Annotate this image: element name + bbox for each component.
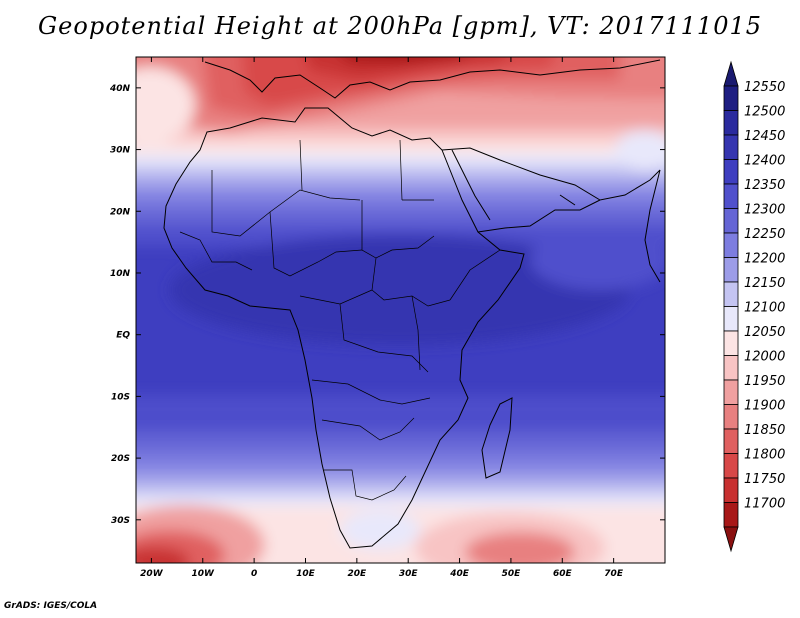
colorbar-swatch xyxy=(723,379,739,405)
y-axis: 40N 30N 20N 10N EQ 10S 20S 30S xyxy=(109,84,665,526)
europe-coastline xyxy=(204,59,661,99)
colorbar-label: 12150 xyxy=(744,276,785,291)
colorbar-swatch xyxy=(723,453,739,479)
colorbar-label: 11800 xyxy=(744,448,785,463)
y-tick-label: 30N xyxy=(110,146,131,156)
africa-coastline xyxy=(163,107,525,549)
colorbar-swatch xyxy=(723,232,739,258)
colorbar-label: 11950 xyxy=(744,374,785,389)
y-tick-label: 20S xyxy=(111,454,130,464)
colorbar-swatch xyxy=(723,85,739,111)
madagascar xyxy=(481,397,513,479)
india-coastline xyxy=(644,169,661,283)
x-tick-label: 50E xyxy=(502,569,522,579)
y-tick-label: 20N xyxy=(110,207,131,217)
colorbar-swatch xyxy=(723,159,739,185)
x-axis: 20W 10W 0 10E 20E 30E 40E 50E 60E 70E xyxy=(140,57,624,579)
height-field xyxy=(136,57,665,563)
colorbar-swatch xyxy=(723,134,739,160)
colorbar-label: 12300 xyxy=(744,203,785,218)
sea-coastline xyxy=(451,149,576,221)
colorbar-swatch xyxy=(723,355,739,381)
y-tick-label: 10S xyxy=(111,392,130,402)
map-title: Geopotential Height at 200hPa [gpm], VT:… xyxy=(38,12,762,40)
x-tick-label: 40E xyxy=(449,569,470,579)
grads-credit: GrADS: IGES/COLA xyxy=(4,601,98,611)
colorbar-label: 12050 xyxy=(744,325,785,340)
colorbar-label: 12000 xyxy=(744,350,785,365)
y-tick-label: 10N xyxy=(110,269,131,279)
colorbar-swatch xyxy=(723,257,739,283)
colorbar-swatch xyxy=(723,306,739,332)
colorbar-label: 12400 xyxy=(744,154,785,169)
colorbar-label: 11900 xyxy=(744,399,785,414)
colorbar-label: 12100 xyxy=(744,301,785,316)
colorbar-swatch xyxy=(723,183,739,209)
colorbar-swatch xyxy=(723,330,739,356)
colorbar-top-arrow xyxy=(723,60,739,87)
x-tick-label: 0 xyxy=(251,569,257,579)
colorbar-label: 11850 xyxy=(744,423,785,438)
x-tick-label: 20E xyxy=(348,569,368,579)
x-tick-label: 10E xyxy=(296,569,316,579)
country-borders xyxy=(179,139,501,501)
plot-frame xyxy=(135,56,666,564)
colorbar-bottom-arrow xyxy=(723,526,739,553)
colorbar-swatch xyxy=(723,281,739,307)
colorbar-swatch xyxy=(723,208,739,234)
colorbar: 12550 12500 12450 12400 12350 12300 12250 12200… xyxy=(723,60,785,553)
colorbar-label: 12550 xyxy=(744,80,785,95)
y-tick-label: 30S xyxy=(111,516,130,526)
x-tick-label: 30E xyxy=(399,569,419,579)
colorbar-swatch xyxy=(723,502,739,528)
colorbar-label: 12450 xyxy=(744,129,785,144)
y-tick-label: EQ xyxy=(116,331,130,341)
coastlines xyxy=(163,59,661,549)
x-tick-label: 10W xyxy=(192,569,216,579)
colorbar-label: 11700 xyxy=(744,497,785,512)
colorbar-label: 11750 xyxy=(744,472,785,487)
x-tick-label: 20W xyxy=(140,569,164,579)
colorbar-swatch xyxy=(723,110,739,136)
arabia-coastline xyxy=(441,147,661,233)
y-tick-label: 40N xyxy=(109,84,131,94)
colorbar-label: 12200 xyxy=(744,252,785,267)
colorbar-swatch xyxy=(723,428,739,454)
colorbar-label: 12500 xyxy=(744,105,785,120)
colorbar-label: 12350 xyxy=(744,178,785,193)
colorbar-label: 12250 xyxy=(744,227,785,242)
x-tick-label: 60E xyxy=(553,569,573,579)
colorbar-swatch xyxy=(723,404,739,430)
x-tick-label: 70E xyxy=(604,569,624,579)
colorbar-swatch xyxy=(723,477,739,503)
